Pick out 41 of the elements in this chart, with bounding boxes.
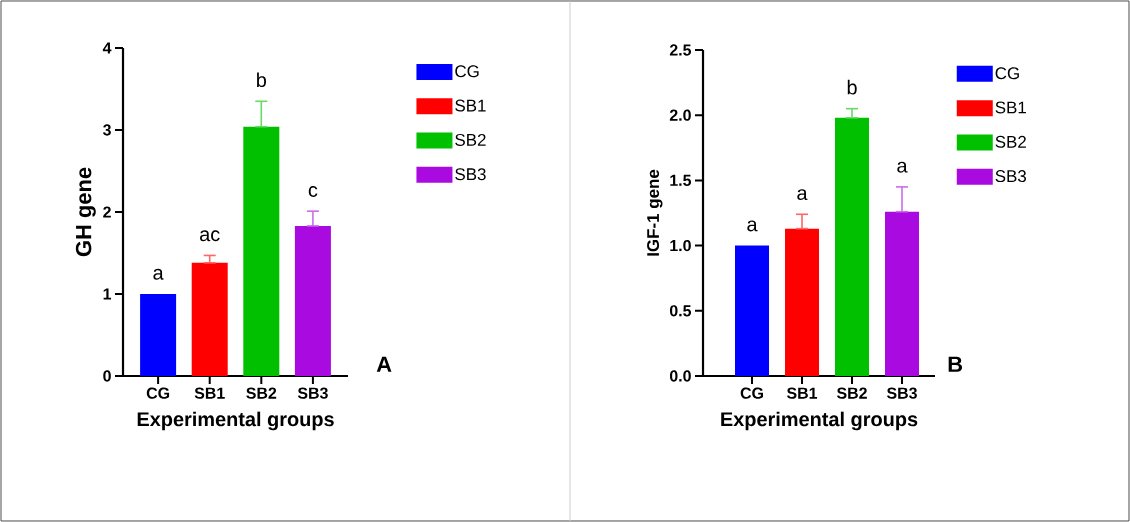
legend-label: CG: [455, 65, 479, 78]
annotation: ac: [200, 230, 220, 242]
annotation: b: [847, 79, 857, 95]
x-tick-label: SB2: [836, 387, 867, 399]
y-tick-label: 1.0: [670, 239, 691, 252]
y-tick-label: 2: [103, 206, 111, 218]
x-tick-label: SB1: [194, 387, 225, 399]
x-tick-label: SB2: [246, 387, 277, 399]
y-tick-label: 1: [103, 288, 112, 300]
x-axis-title: Experimental groups: [721, 411, 918, 431]
annotation: a: [747, 220, 758, 232]
legend-label: SB3: [995, 170, 1027, 183]
y-axis-title: IGF-1 gene: [647, 169, 663, 256]
y-tick-label: 0.5: [669, 305, 692, 317]
legend-label: SB1: [995, 101, 1026, 114]
legend-label: SB1: [455, 99, 486, 112]
annotation: a: [153, 268, 164, 280]
y-tick-label: 1.5: [670, 174, 692, 186]
y-tick-label: 0: [103, 370, 111, 382]
annotation: a: [897, 161, 908, 173]
legend-label: SB2: [455, 133, 486, 146]
annotation: c: [308, 186, 318, 197]
x-tick-label: SB3: [297, 387, 328, 399]
x-tick-label: SB1: [786, 387, 818, 399]
y-tick-label: 2.0: [669, 109, 691, 121]
legend-label: SB2: [995, 135, 1026, 148]
legend-label: CG: [995, 67, 1019, 80]
y-tick-label: 3: [102, 124, 111, 136]
y-tick-label: 4: [102, 42, 112, 54]
legend-label: SB3: [455, 168, 486, 181]
x-tick-label: CG: [740, 387, 763, 399]
y-tick-label: 0.0: [669, 370, 691, 382]
annotation: a: [797, 189, 808, 201]
x-tick-label: SB3: [886, 387, 917, 399]
x-tick-label: CG: [146, 387, 170, 399]
annotation: b: [257, 72, 267, 88]
text: B: [948, 356, 963, 372]
text: A: [376, 356, 392, 372]
y-axis-title: GH gene: [75, 167, 96, 257]
y-tick-label: 2.5: [669, 44, 692, 56]
x-axis-title: Experimental groups: [137, 411, 334, 431]
